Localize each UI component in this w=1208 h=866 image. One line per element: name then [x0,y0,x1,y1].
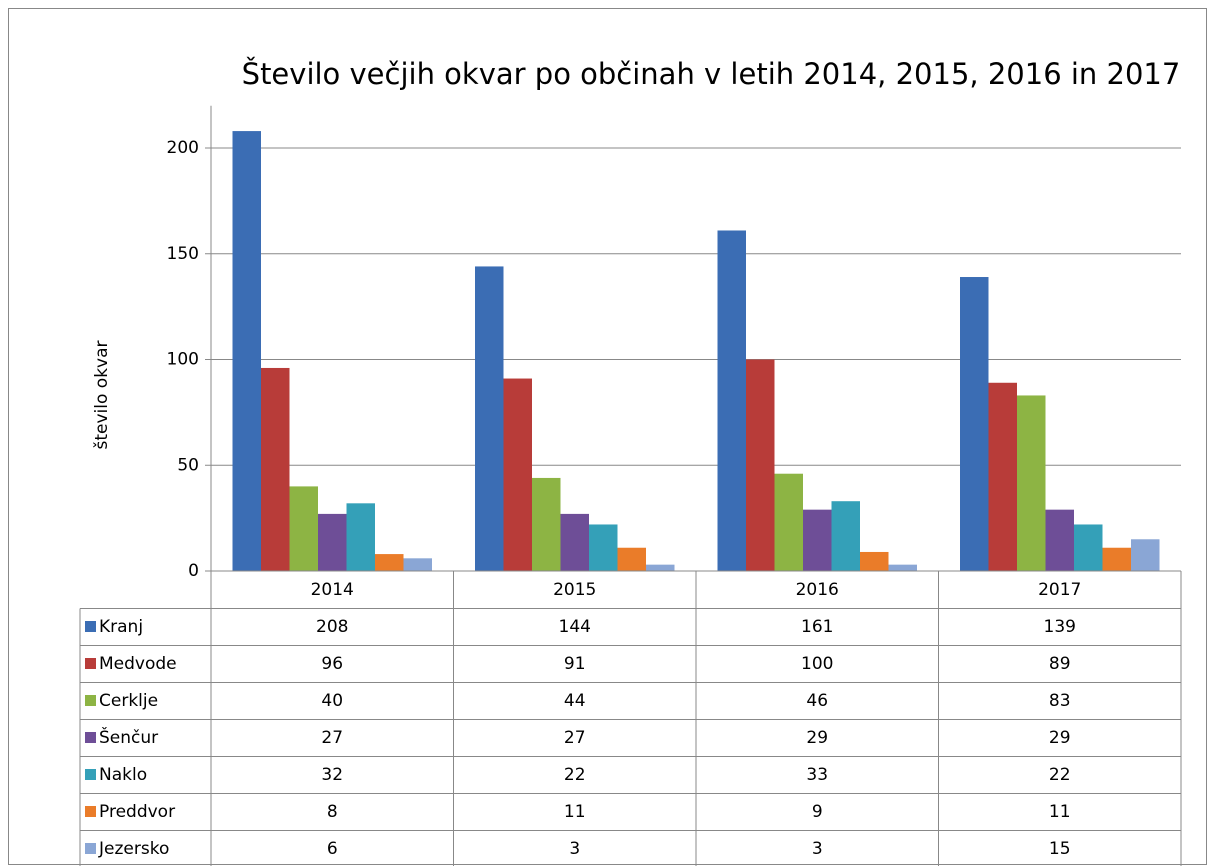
table-cell: 27 [564,728,586,748]
table-cell: 139 [1044,617,1076,637]
legend-label: Naklo [99,765,147,785]
legend-swatch [85,621,96,632]
y-tick-label: 200 [167,138,199,158]
bar [803,509,832,571]
bar [617,547,646,571]
bar [774,473,803,571]
bar [646,564,675,571]
table-cell: 6 [327,839,338,859]
bar [261,367,290,571]
x-tick-label: 2015 [553,580,596,600]
y-tick-label: 50 [177,455,199,475]
legend-label: Preddvor [99,802,175,822]
legend-label: Cerklje [99,691,158,711]
table-cell: 22 [564,765,586,785]
table-cell: 9 [812,802,823,822]
bar [375,554,404,571]
bar [289,486,318,571]
table-cell: 11 [1049,802,1071,822]
bar [475,266,504,571]
legend-swatch [85,843,96,854]
y-axis-label: število okvar [92,340,112,449]
y-tick-label: 100 [167,350,199,370]
bar [831,501,860,571]
table-cell: 144 [559,617,591,637]
legend-swatch [85,695,96,706]
table-cell: 32 [321,765,343,785]
x-tick-label: 2017 [1038,580,1081,600]
table-cell: 3 [569,839,580,859]
bar [503,378,532,571]
table-cell: 29 [1049,728,1071,748]
bar [560,513,589,571]
bar [403,558,432,571]
table-cell: 96 [321,654,343,674]
table-cell: 8 [327,802,338,822]
table-cell: 161 [801,617,833,637]
table-cell: 91 [564,654,586,674]
table-cell: 29 [806,728,828,748]
x-tick-label: 2016 [796,580,839,600]
bar [988,382,1017,571]
bar [589,524,618,571]
bar [318,513,347,571]
legend-label: Medvode [99,654,177,674]
bar [1102,547,1131,571]
table-cell: 100 [801,654,833,674]
y-tick-label: 0 [188,561,199,581]
table-cell: 46 [806,691,828,711]
table-cell: 89 [1049,654,1071,674]
y-tick-label: 150 [167,244,199,264]
table-cell: 33 [806,765,828,785]
table-cell: 27 [321,728,343,748]
table-cell: 40 [321,691,343,711]
bar [1131,539,1160,571]
table-cell: 22 [1049,765,1071,785]
table-cell: 44 [564,691,586,711]
legend-swatch [85,658,96,669]
legend-label: Šenčur [99,726,158,748]
bar [1074,524,1103,571]
table-cell: 83 [1049,691,1071,711]
bar [960,277,989,571]
bar [1017,395,1046,571]
table-cell: 15 [1049,839,1071,859]
table-cell: 3 [812,839,823,859]
bar [717,230,746,572]
bar [232,131,261,571]
legend-swatch [85,769,96,780]
legend-label: Jezersko [98,839,169,859]
legend-swatch [85,806,96,817]
legend-swatch [85,732,96,743]
bar [346,503,375,571]
bar [746,359,775,571]
bar [1045,509,1074,571]
chart-title: Število večjih okvar po občinah v letih … [242,57,1181,91]
bar [888,564,917,571]
table-cell: 11 [564,802,586,822]
bar [860,551,889,571]
bar [532,477,561,571]
table-cell: 208 [316,617,348,637]
legend-label: Kranj [99,617,143,637]
x-tick-label: 2014 [311,580,354,600]
